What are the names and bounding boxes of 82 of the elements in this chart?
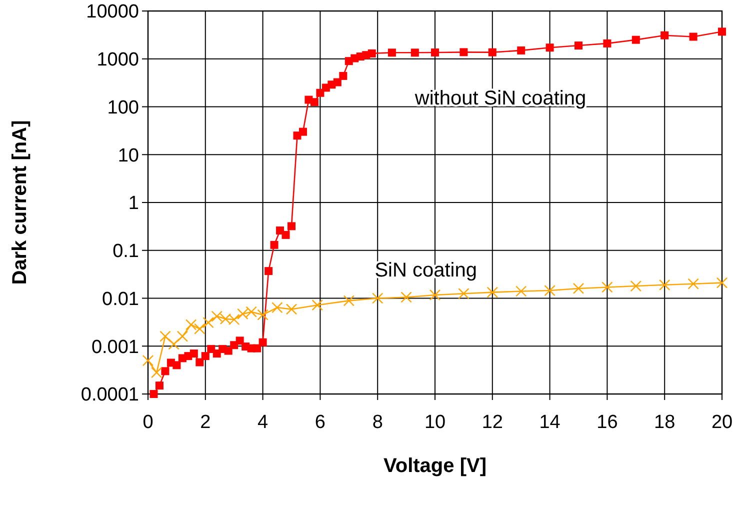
x-tick-label: 2 (200, 412, 211, 433)
point (400, 292, 412, 303)
point (224, 346, 232, 355)
x-tick-label: 16 (596, 412, 618, 433)
point (368, 49, 376, 58)
x-tick-label: 12 (482, 412, 503, 433)
point (388, 48, 396, 57)
point (202, 317, 214, 328)
point (253, 344, 262, 352)
point (660, 31, 669, 40)
point (196, 358, 204, 366)
y-tick-label: 1000 (96, 50, 139, 71)
point (161, 367, 170, 376)
point (546, 44, 554, 52)
y-tick-label: 0.0001 (80, 384, 139, 406)
y-tick-label: 100 (107, 97, 139, 118)
point (718, 28, 726, 36)
point (176, 330, 188, 342)
point (257, 309, 268, 320)
point (288, 222, 296, 230)
point (689, 32, 698, 41)
point (264, 267, 273, 276)
point (716, 277, 728, 288)
y-tick-label: 10 (118, 145, 139, 166)
point (516, 286, 527, 297)
point (258, 338, 267, 346)
point (316, 88, 324, 97)
x-tick-label: 0 (142, 412, 154, 433)
x-tick-label: 6 (314, 412, 326, 433)
point (168, 338, 180, 350)
point (151, 366, 162, 378)
point (688, 278, 699, 290)
point (310, 98, 318, 106)
point (630, 280, 642, 292)
point (270, 240, 278, 249)
point (517, 46, 526, 54)
point (194, 323, 206, 334)
point (142, 354, 154, 366)
point (185, 319, 197, 330)
point (602, 282, 613, 293)
point (659, 279, 670, 291)
y-tick-label: 0.1 (112, 241, 139, 262)
point (343, 295, 354, 306)
point (486, 286, 498, 298)
point (431, 48, 439, 56)
point (333, 78, 342, 86)
point (410, 48, 419, 57)
x-tick-label: 10 (424, 412, 446, 433)
point (201, 352, 210, 360)
point (372, 292, 384, 304)
point (632, 36, 640, 44)
point (460, 48, 468, 56)
point (544, 284, 556, 296)
point (298, 128, 307, 136)
y-tick-label: 0.01 (102, 288, 139, 310)
y-tick-label: 1 (128, 193, 139, 214)
x-tick-label: 20 (711, 412, 733, 433)
point (160, 330, 171, 342)
x-tick-label: 8 (372, 412, 383, 433)
point (190, 350, 198, 358)
point (574, 42, 582, 50)
point (429, 289, 441, 301)
y-tick-label: 0.001 (91, 336, 139, 358)
point (236, 336, 244, 345)
point (150, 390, 158, 398)
y-axis-title: Dark current [nA] (9, 120, 31, 285)
x-axis-title: Voltage [V] (384, 455, 486, 477)
x-tick-label: 18 (654, 412, 676, 433)
point (172, 361, 181, 370)
point (488, 48, 496, 56)
point (155, 382, 164, 390)
point (312, 299, 323, 311)
point (282, 230, 290, 239)
point (458, 288, 470, 300)
point (603, 39, 612, 48)
point (572, 282, 584, 294)
point (339, 72, 348, 80)
point (272, 302, 283, 314)
point (286, 304, 298, 315)
x-tick-label: 4 (258, 412, 269, 433)
y-tick-label: 10000 (86, 2, 139, 23)
x-tick-label: 14 (539, 412, 561, 433)
